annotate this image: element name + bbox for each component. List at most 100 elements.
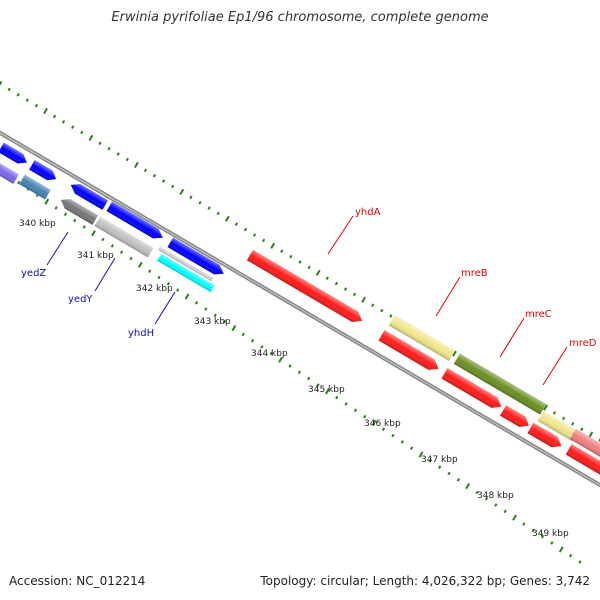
gc-tick [475, 490, 479, 495]
gc-tick [34, 103, 39, 108]
gc-tick [270, 242, 276, 249]
gc-tick [7, 87, 11, 92]
gc-tick [213, 313, 217, 318]
gc-tick [234, 222, 239, 226]
gene-yedZ [60, 199, 99, 225]
scale-labels: 340 kbp 341 kbp 342 kbp 343 kbp 344 kbp … [19, 219, 569, 539]
gc-tick [316, 383, 320, 387]
gc-tick [260, 345, 264, 349]
gene-mreD [537, 410, 579, 442]
gc-tick [184, 293, 190, 300]
gc-tick [381, 427, 386, 431]
gc-tick [107, 146, 111, 151]
gc-tick [334, 281, 339, 286]
gene-label-mreC: mreC [525, 309, 552, 320]
feature-blue-2 [29, 160, 57, 181]
gc-tick [353, 408, 358, 413]
gc-tick [540, 534, 545, 539]
gc-tick [456, 478, 461, 482]
feature-red-2 [441, 368, 502, 408]
gc-tick [580, 427, 584, 431]
gc-tick [241, 332, 245, 337]
gc-tick [88, 134, 94, 141]
feature-blue-1 [0, 142, 27, 164]
feature-salmon [569, 428, 600, 460]
accession-label: Accession: NC_012214 [9, 574, 146, 588]
gc-tick [288, 364, 292, 368]
gc-tick [352, 292, 357, 297]
gene-label-yedY: yedY [68, 294, 93, 305]
gc-tick [269, 351, 273, 356]
gc-tick [222, 319, 227, 324]
gene-features [0, 142, 600, 478]
leader-mreC [499, 317, 525, 358]
scale-label-341: 341 kbp [77, 251, 114, 261]
gene-yedY [94, 216, 154, 258]
gc-tick [0, 80, 3, 88]
gene-mreB [388, 315, 456, 361]
gc-tick [194, 301, 199, 305]
gene-label-yhdA: yhdA [355, 207, 381, 218]
gc-tick [447, 471, 451, 476]
gc-tick [98, 141, 102, 146]
gene-yhdA [246, 249, 363, 323]
gene-yhdH [157, 253, 215, 293]
scale-label-343: 343 kbp [194, 317, 231, 327]
gc-tick [176, 288, 180, 292]
gc-tick [171, 184, 175, 189]
gc-tick [484, 497, 489, 501]
topology-label: Topology: circular; Length: 4,026,322 bp… [260, 574, 590, 588]
scale-label-348: 348 kbp [477, 491, 514, 501]
gc-tick [52, 114, 57, 119]
gc-tick [252, 233, 257, 237]
gc-tick [243, 227, 248, 232]
gc-tick [494, 503, 498, 507]
gc-tick [568, 553, 573, 558]
gc-tick [400, 440, 404, 444]
gc-tick [363, 414, 367, 419]
feature-blue-4 [106, 201, 163, 239]
gc-tick [43, 107, 48, 115]
gc-tick [250, 338, 255, 343]
gc-tick [54, 206, 58, 210]
gc-tick [82, 225, 86, 229]
gc-tick [101, 237, 105, 242]
gc-tick [344, 402, 348, 406]
gc-tick [110, 244, 114, 248]
gc-tick [438, 465, 442, 469]
leader-yedZ [46, 231, 69, 266]
gc-tick [297, 370, 302, 375]
gc-tick [588, 431, 594, 438]
gc-tick [343, 287, 348, 291]
leader-mreB [435, 276, 461, 317]
gc-tick [531, 528, 535, 533]
gc-tick [189, 195, 193, 200]
gc-tick [428, 459, 432, 463]
gc-tick [224, 215, 230, 222]
scale-label-344: 344 kbp [251, 349, 288, 359]
gc-tick [315, 269, 321, 276]
gc-tick [571, 422, 575, 426]
gc-tick [289, 254, 293, 259]
gc-tick [73, 218, 77, 223]
gc-tick [280, 249, 284, 253]
scale-label-340: 340 kbp [19, 219, 56, 229]
gc-tick [91, 230, 96, 237]
gc-tick [552, 411, 557, 415]
gc-tick [125, 157, 129, 162]
gc-tick [278, 356, 283, 363]
gc-tick [44, 198, 50, 205]
gc-tick [25, 98, 29, 102]
gc-tick [148, 269, 152, 273]
gc-tick [465, 483, 471, 490]
gc-tick [512, 514, 517, 521]
feature-slate [0, 160, 19, 184]
scale-label-346: 346 kbp [364, 419, 401, 429]
feature-red-5 [565, 444, 600, 478]
feature-blue-5 [167, 237, 224, 275]
gc-tick [361, 296, 366, 303]
gc-tick [161, 179, 166, 183]
gc-tick [371, 303, 375, 307]
feature-red-3 [500, 405, 529, 427]
gc-tick [143, 168, 148, 173]
